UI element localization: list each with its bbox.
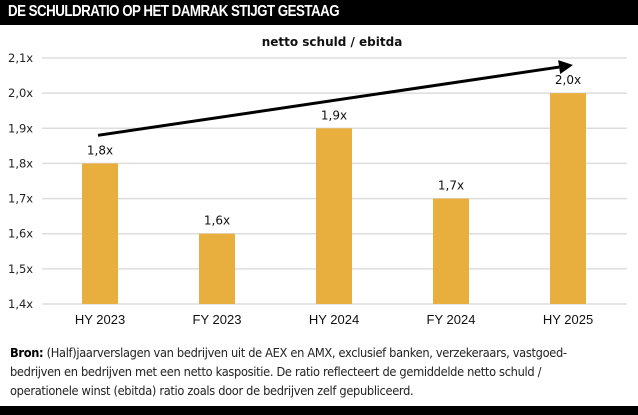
chart-title: DE SCHULDRATIO OP HET DAMRAK STIJGT GEST… (8, 3, 340, 20)
y-axis-ticks: 1,4x 1,5x 1,6x 1,7x 1,8x 1,9x 2,0x 2,1x (8, 51, 33, 311)
x-tick-label: FY 2024 (427, 312, 476, 327)
y-tick-label: 1,5x (8, 262, 33, 276)
y-tick-label: 1,8x (8, 156, 33, 170)
data-label: 1,8x (87, 143, 113, 157)
data-labels: 1,8x 1,6x 1,9x 1,7x 2,0x (87, 73, 581, 228)
bar (199, 233, 235, 304)
trend-arrow-head (558, 60, 573, 75)
x-tick-label: FY 2023 (193, 312, 242, 327)
data-label: 1,9x (321, 108, 347, 122)
y-tick-label: 2,0x (8, 86, 33, 100)
data-label: 1,7x (438, 179, 464, 193)
x-tick-label: HY 2024 (309, 312, 359, 327)
trend-arrow (97, 60, 573, 137)
bars (82, 93, 586, 305)
data-label: 2,0x (555, 73, 581, 87)
x-axis-labels: HY 2023 FY 2023 HY 2024 FY 2024 HY 2025 (75, 312, 593, 327)
trend-arrow-line (97, 65, 560, 137)
bar-chart: 1,4x 1,5x 1,6x 1,7x 1,8x 1,9x 2,0x 2,1x 1,8x 1,6… (8, 35, 627, 327)
bar (82, 163, 118, 304)
y-tick-label: 2,1x (8, 51, 33, 65)
source-label: Bron: (10, 346, 44, 360)
chart-annotation: netto schuld / ebitda (262, 35, 403, 49)
bar (433, 198, 469, 304)
y-tick-label: 1,6x (8, 227, 33, 241)
y-tick-label: 1,9x (8, 121, 33, 135)
x-tick-label: HY 2025 (543, 312, 593, 327)
source-text: (Half)jaarverslagen van bedrijven uit de… (10, 346, 567, 398)
y-tick-label: 1,4x (8, 297, 33, 311)
title-bar: DE SCHULDRATIO OP HET DAMRAK STIJGT GEST… (0, 0, 638, 25)
bar (550, 93, 586, 305)
data-label: 1,6x (204, 214, 230, 228)
y-tick-label: 1,7x (8, 192, 33, 206)
source-note: Bron: (Half)jaarverslagen van bedrijven … (10, 344, 591, 401)
bottom-bar (0, 406, 638, 415)
bar (316, 128, 352, 304)
x-tick-label: HY 2023 (75, 312, 125, 327)
